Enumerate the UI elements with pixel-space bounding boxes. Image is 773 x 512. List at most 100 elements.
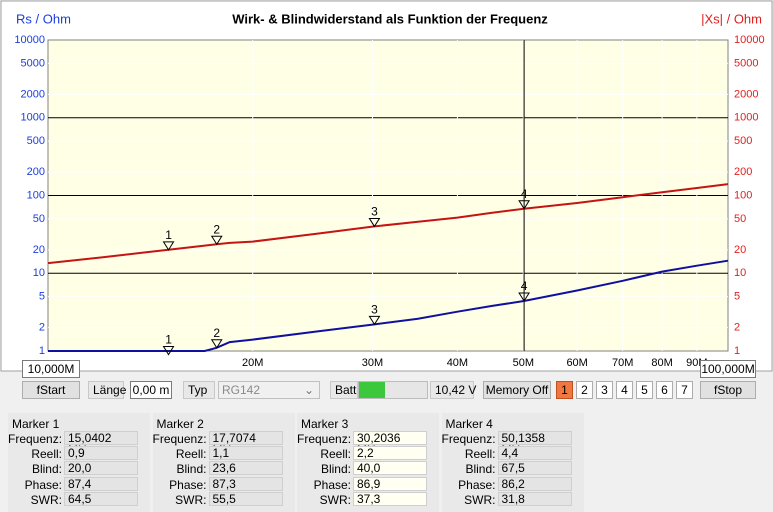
field-value: 67,5 <box>497 461 572 476</box>
y2-tick-label: 20 <box>734 244 746 256</box>
field-label: SWR: <box>175 492 207 507</box>
panel-title: Marker 2 <box>156 417 204 431</box>
field-value: 64,5 <box>64 491 138 506</box>
y2-tick-label: 500 <box>734 135 752 147</box>
y2-tick-label: 100 <box>734 189 752 201</box>
memory-button[interactable]: Memory Off <box>483 381 551 399</box>
panel-title: Marker 1 <box>12 417 60 431</box>
y-tick-label: 10000 <box>14 34 45 46</box>
memory-slot[interactable]: 5 <box>636 381 653 399</box>
field-label: SWR: <box>464 492 496 507</box>
fstop-input[interactable]: 100,000M <box>700 360 756 378</box>
y2-tick-label: 2 <box>734 322 740 334</box>
battery-fill <box>359 382 385 398</box>
field-value: 87,4 <box>64 476 138 491</box>
memory-slot[interactable]: 3 <box>596 381 613 399</box>
marker-label: 1 <box>165 228 172 242</box>
marker-label: 4 <box>521 279 528 293</box>
field-label: Phase: <box>458 477 496 492</box>
marker-triangle <box>210 235 223 246</box>
x-tick-label: 60M <box>566 357 587 369</box>
field-value: 31,8 <box>497 491 572 506</box>
field-value: 50,1358 MHz <box>497 431 572 456</box>
marker-triangle <box>162 241 175 251</box>
battery-bar <box>358 381 428 399</box>
y2-tick-label: 200 <box>734 166 752 178</box>
field-value: 4,4 <box>497 446 572 461</box>
field-label: SWR: <box>319 492 351 507</box>
panel-title: Marker 4 <box>445 417 493 431</box>
y2-tick-label: 10000 <box>734 34 765 46</box>
y2-tick-label: 2000 <box>734 88 758 100</box>
marker-label: 4 <box>521 187 528 201</box>
field-value: 37,3 <box>353 491 427 506</box>
batt-voltage: 10,42 V <box>430 381 476 399</box>
panel-title: Marker 3 <box>301 417 349 431</box>
marker-label: 2 <box>213 222 220 236</box>
fstop-button[interactable]: fStop <box>700 381 756 399</box>
dropdown-arrow: ⌄ <box>303 383 314 397</box>
field-label: Blind: <box>176 462 207 477</box>
x-tick-label: 70M <box>612 357 633 369</box>
x-tick-label: 20M <box>242 357 263 369</box>
x-tick-label: 50M <box>513 357 534 369</box>
marker-label: 1 <box>165 333 172 347</box>
laenge-input[interactable]: 0,00 m <box>130 381 172 399</box>
x-tick-label: 40M <box>447 357 468 369</box>
y2-tick-label: 50 <box>734 213 746 225</box>
y2-tick-label: 1000 <box>734 112 758 124</box>
field-label: Frequenz: <box>297 432 352 446</box>
y-tick-label: 10 <box>33 267 45 279</box>
marker-label: 2 <box>213 326 220 340</box>
typ-label: Typ <box>183 381 215 399</box>
batt-label: Batt <box>330 381 358 399</box>
y2-tick-label: 5000 <box>734 57 758 69</box>
marker-label: 3 <box>371 303 378 317</box>
memory-slot[interactable]: 2 <box>576 381 593 399</box>
field-label: Phase: <box>313 477 351 492</box>
field-label: Reell: <box>175 447 207 462</box>
y2-tick-label: 5 <box>734 291 740 303</box>
y-tick-label: 2000 <box>21 88 45 100</box>
memory-slot[interactable]: 1 <box>556 381 573 399</box>
x-tick-label: 80M <box>651 357 672 369</box>
y-tick-label: 1 <box>39 345 45 357</box>
field-label: Frequenz: <box>441 432 496 446</box>
fstart-button[interactable]: fStart <box>22 381 80 399</box>
y-tick-label: 2 <box>39 322 45 334</box>
laenge-label: Länge <box>88 381 126 399</box>
typ-value: RG142 <box>222 383 261 397</box>
typ-select[interactable]: RG142 ⌄ <box>218 381 320 399</box>
field-value: 2,2 <box>353 446 427 461</box>
marker-triangle <box>368 217 381 228</box>
chart-title: Wirk- & Blindwiderstand als Funktion der… <box>232 11 548 26</box>
fstart-input[interactable]: 10,000M <box>22 360 80 378</box>
marker-triangle <box>368 315 381 326</box>
memory-slot[interactable]: 7 <box>676 381 693 399</box>
memory-slot[interactable]: 6 <box>656 381 673 399</box>
field-value: 87,3 <box>208 476 283 491</box>
field-label: Phase: <box>24 477 62 492</box>
marker-triangle <box>210 339 223 349</box>
field-label: Blind: <box>31 462 62 477</box>
field-value: 17,7074 MHz <box>208 431 283 456</box>
field-value: 40,0 <box>353 461 427 476</box>
y2-axis-label: |Xs| / Ohm <box>701 11 762 26</box>
field-label: Reell: <box>31 447 62 462</box>
memory-slot[interactable]: 4 <box>616 381 633 399</box>
field-value: 55,5 <box>208 491 283 506</box>
field-value: 86,9 <box>353 476 427 491</box>
y2-tick-label: 1 <box>734 345 740 357</box>
y-tick-label: 200 <box>27 166 45 178</box>
y-tick-label: 1000 <box>21 112 45 124</box>
field-value: 86,2 <box>497 476 572 491</box>
field-value: 23,6 <box>208 461 283 476</box>
field-value: 20,0 <box>64 461 138 476</box>
field-value: 15,0402 MHz <box>64 431 138 456</box>
x-tick-label: 30M <box>362 357 383 369</box>
